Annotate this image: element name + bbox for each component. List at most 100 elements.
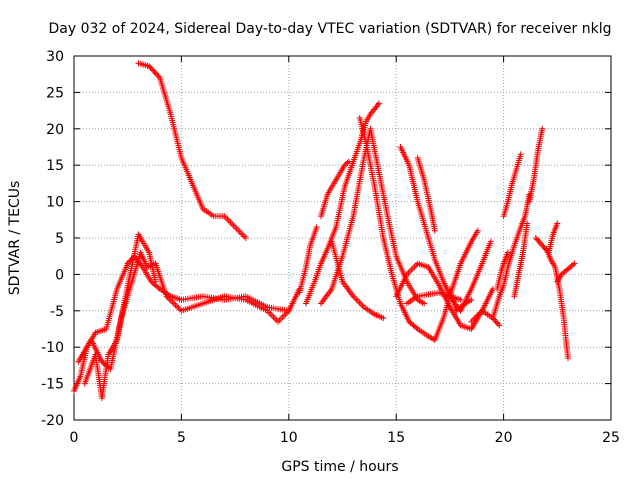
x-tick-label: 15 bbox=[387, 430, 405, 446]
data-point bbox=[176, 306, 183, 313]
data-point bbox=[152, 278, 159, 285]
data-point bbox=[229, 220, 236, 227]
data-point bbox=[313, 224, 320, 231]
data-point bbox=[235, 227, 242, 234]
data-point bbox=[275, 318, 282, 325]
data-point bbox=[345, 158, 352, 165]
data-point bbox=[351, 294, 358, 301]
data-point bbox=[279, 314, 286, 321]
data-point bbox=[517, 151, 524, 158]
series-track-10 bbox=[356, 114, 438, 343]
y-tick-label: -10 bbox=[41, 340, 64, 356]
x-axis-label: GPS time / hours bbox=[281, 459, 398, 475]
series-track-22 bbox=[511, 220, 531, 300]
data-point bbox=[282, 310, 289, 317]
data-point bbox=[534, 236, 541, 243]
data-point bbox=[492, 317, 499, 324]
data-point bbox=[242, 235, 249, 241]
series-track-12 bbox=[414, 154, 438, 234]
data-point bbox=[570, 261, 577, 268]
series-track-25 bbox=[543, 245, 572, 362]
y-tick-label: 25 bbox=[46, 85, 64, 101]
series-track-17 bbox=[457, 238, 494, 314]
data-point bbox=[457, 296, 464, 303]
data-point bbox=[524, 220, 531, 227]
y-tick-label: -15 bbox=[41, 377, 64, 393]
data-point bbox=[278, 315, 285, 322]
data-point bbox=[230, 222, 237, 229]
data-point bbox=[232, 224, 239, 231]
series-track-11 bbox=[397, 144, 464, 314]
y-tick-label: 10 bbox=[46, 195, 64, 211]
data-point bbox=[154, 71, 161, 78]
data-point bbox=[537, 240, 544, 247]
data-point bbox=[535, 237, 542, 244]
data-point bbox=[233, 225, 240, 232]
data-point bbox=[268, 312, 275, 319]
x-tick-label: 10 bbox=[280, 430, 298, 446]
data-point bbox=[496, 322, 503, 329]
ticks: 0 5 10 15 20 25 -20 -15 -10 -5 0 5 10 15 20 25 30 bbox=[41, 49, 620, 446]
y-tick-label: 30 bbox=[46, 49, 64, 65]
data-point bbox=[571, 260, 578, 267]
data-point bbox=[407, 268, 414, 275]
series-track-7 bbox=[318, 158, 352, 220]
data-point bbox=[491, 316, 498, 323]
data-point bbox=[173, 303, 180, 310]
data-point bbox=[493, 319, 500, 326]
data-point bbox=[356, 299, 363, 306]
data-point bbox=[152, 70, 159, 77]
data-point bbox=[495, 320, 502, 327]
data-point bbox=[354, 297, 361, 304]
data-point bbox=[431, 227, 438, 234]
data-point bbox=[172, 301, 179, 308]
data-point bbox=[421, 300, 428, 307]
data-point bbox=[239, 231, 246, 238]
series-track-21 bbox=[500, 151, 524, 220]
data-point bbox=[155, 73, 162, 80]
data-point bbox=[410, 265, 417, 272]
series-track-4 bbox=[81, 231, 159, 402]
data-point bbox=[380, 315, 387, 322]
data-point bbox=[225, 217, 232, 224]
data-point bbox=[376, 100, 383, 107]
series-track-23 bbox=[526, 125, 546, 205]
data-point bbox=[147, 64, 154, 71]
data-point bbox=[148, 66, 155, 73]
y-tick-label: 5 bbox=[55, 231, 64, 247]
data-point bbox=[170, 300, 177, 307]
data-point bbox=[344, 159, 351, 166]
grid bbox=[74, 56, 611, 420]
series-track-15 bbox=[431, 227, 481, 343]
y-tick-label: -20 bbox=[41, 413, 64, 429]
data-point bbox=[151, 69, 158, 76]
data-point bbox=[241, 233, 248, 240]
series-track-8 bbox=[318, 125, 428, 307]
data-point bbox=[155, 284, 162, 291]
data-point bbox=[227, 219, 234, 226]
y-tick-label: 15 bbox=[46, 158, 64, 174]
chart-title: Day 032 of 2024, Sidereal Day-to-day VTE… bbox=[49, 21, 612, 37]
data-point bbox=[539, 125, 546, 132]
data-point bbox=[146, 63, 153, 70]
data-point bbox=[474, 227, 481, 234]
data-point bbox=[487, 238, 494, 245]
data-point bbox=[539, 242, 546, 249]
data-point bbox=[408, 266, 415, 273]
data-point bbox=[167, 297, 174, 304]
data-point bbox=[124, 260, 131, 267]
data-point bbox=[222, 214, 229, 221]
y-tick-label: 0 bbox=[55, 267, 64, 283]
y-tick-label: 20 bbox=[46, 122, 64, 138]
x-tick-label: 25 bbox=[602, 430, 620, 446]
data-point bbox=[532, 235, 539, 241]
data-point bbox=[150, 67, 157, 74]
x-tick-label: 5 bbox=[177, 430, 186, 446]
data-point bbox=[270, 314, 277, 321]
data-point bbox=[271, 315, 278, 322]
series-track-6 bbox=[302, 100, 383, 307]
data-point bbox=[236, 228, 243, 235]
data-point bbox=[540, 243, 547, 250]
data-point bbox=[267, 310, 274, 317]
data-point bbox=[359, 302, 366, 309]
